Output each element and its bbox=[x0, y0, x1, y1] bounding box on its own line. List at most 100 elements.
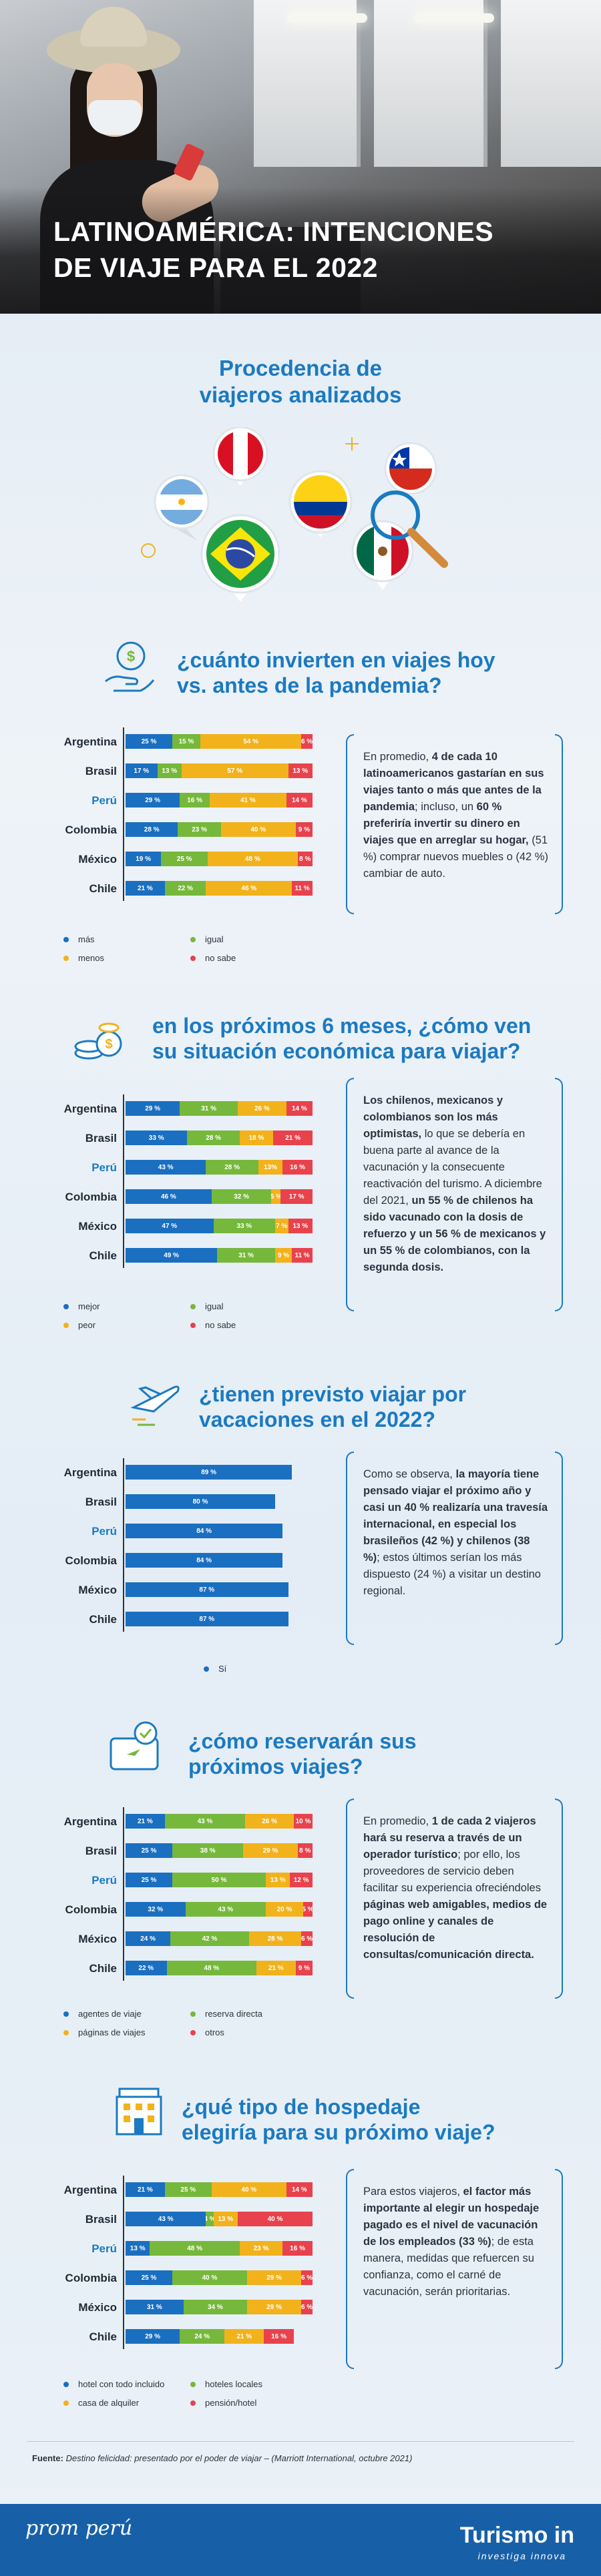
bar-segment: 8 % bbox=[297, 852, 313, 866]
category-label: México bbox=[78, 1933, 117, 1945]
bar-segment: 33 % bbox=[126, 1131, 188, 1145]
stacked-bar: 29 % 31 % 26 % 14 % bbox=[126, 1101, 313, 1116]
legend-dot bbox=[190, 1303, 196, 1309]
bar-segment: 47 % bbox=[126, 1219, 214, 1233]
bar-segment: 57 % bbox=[181, 763, 288, 778]
insight-note: Para estos viajeros, el factor más impor… bbox=[346, 2169, 563, 2369]
category-label: México bbox=[78, 1220, 117, 1233]
stacked-bar: 43 % 4 % 13 % 40 % bbox=[126, 2212, 313, 2226]
bar-segment: 28 % bbox=[248, 1931, 302, 1946]
booking-screen-icon bbox=[110, 1721, 159, 1770]
data-label: 13 % bbox=[270, 1876, 286, 1884]
bar-chart: Argentina 89 % Brasil 80 % Perú 84 % Colombia 8… bbox=[40, 1458, 321, 1641]
data-label: 16 % bbox=[290, 2244, 305, 2252]
bar-segment: 87 % bbox=[126, 1582, 288, 1597]
bar-segment: 46 % bbox=[206, 881, 292, 896]
section-title-line1: ¿cuánto invierten en viajes hoy bbox=[177, 648, 495, 672]
bar-segment: 16 % bbox=[264, 2329, 294, 2344]
data-label: 80 % bbox=[192, 1498, 208, 1506]
bar-segment: 25 % bbox=[126, 1873, 172, 1887]
category-label: Brasil bbox=[85, 1132, 117, 1145]
category-label: Perú bbox=[91, 1525, 117, 1538]
category-label: Argentina bbox=[63, 1815, 117, 1828]
data-label: 48 % bbox=[204, 1964, 220, 1972]
legend-label: igual bbox=[205, 1301, 224, 1311]
bar-segment: 48 % bbox=[150, 2241, 240, 2256]
category-label: Perú bbox=[91, 2242, 117, 2255]
data-label: 29 % bbox=[266, 2303, 282, 2311]
category-label: Colombia bbox=[65, 1191, 117, 1203]
bar-segment: 13 % bbox=[288, 1219, 313, 1233]
bar-row: Colombia 46 % 32 % 5 % 17 % bbox=[40, 1189, 321, 1204]
stacked-bar: 19 % 25 % 48 % 8 % bbox=[126, 852, 313, 866]
data-label: 40 % bbox=[267, 2215, 283, 2223]
data-label: 4 % bbox=[206, 2216, 213, 2223]
bar-row: Perú 43 % 28 % 13% 16 % bbox=[40, 1160, 321, 1175]
category-label: Chile bbox=[89, 2330, 117, 2343]
legend-label: hotel con todo incluido bbox=[78, 2379, 165, 2389]
chart-axis bbox=[123, 1458, 124, 1632]
promperu-logo: prom perú bbox=[25, 2517, 133, 2540]
data-label: 43 % bbox=[218, 1905, 234, 1913]
legend-dot bbox=[63, 2011, 69, 2017]
bar-segment: 12 % bbox=[290, 1873, 313, 1887]
stacked-bar: 21 % 43 % 26 % 10 % bbox=[126, 1814, 313, 1829]
insight-note: Como se observa, la mayoría tiene pensad… bbox=[346, 1452, 563, 1645]
stacked-bar: 84 % bbox=[126, 1553, 313, 1568]
bar-segment: 25 % bbox=[126, 1843, 172, 1858]
stacked-bar: 25 % 40 % 29 % 6 % bbox=[126, 2270, 313, 2285]
section-title-line2: su situación económica para viajar? bbox=[152, 1039, 521, 1063]
bar-row: México 24 % 42 % 28 % 6 % bbox=[40, 1931, 321, 1946]
insight-note: En promedio, 4 de cada 10 latinoamerican… bbox=[346, 734, 563, 914]
bar-row: Brasil 25 % 38 % 29 % 8 % bbox=[40, 1843, 321, 1858]
footer-bar: prom perú Turismo in investiga innova bbox=[0, 2504, 601, 2576]
traveler-hat-crown bbox=[80, 7, 147, 47]
bar-row: Colombia 28 % 23 % 40 % 9 % bbox=[40, 822, 321, 837]
legend-dot bbox=[190, 2400, 196, 2406]
data-label: 11 % bbox=[294, 1251, 310, 1259]
category-label: Brasil bbox=[85, 1496, 117, 1508]
data-label: 14 % bbox=[291, 1104, 307, 1112]
stacked-bar: 29 % 24 % 21 % 16 % bbox=[126, 2329, 313, 2344]
bar-chart: Argentina 21 % 43 % 26 % 10 % Brasil 25 % 38 % 2… bbox=[40, 1807, 321, 1990]
category-label: Brasil bbox=[85, 1845, 117, 1857]
stacked-bar: 25 % 50 % 13 % 12 % bbox=[126, 1873, 313, 1887]
bar-segment: 21 % bbox=[256, 1961, 296, 1975]
data-label: 42 % bbox=[202, 1935, 218, 1943]
bar-segment: 40 % bbox=[237, 2212, 313, 2226]
bar-segment: 28 % bbox=[187, 1131, 240, 1145]
legend-item: casa de alquiler bbox=[63, 2398, 139, 2408]
category-label: Chile bbox=[89, 1962, 117, 1975]
category-label: Colombia bbox=[65, 2272, 117, 2284]
data-label: 25 % bbox=[141, 737, 157, 745]
insight-text: Los chilenos, mexicanos y colombianos so… bbox=[363, 1094, 546, 1273]
legend-dot bbox=[63, 955, 69, 961]
data-label: 33 % bbox=[236, 1222, 252, 1230]
origin-title: Procedencia de viajeros analizados bbox=[194, 355, 407, 408]
data-label: 25 % bbox=[176, 855, 192, 863]
data-label: 21 % bbox=[138, 884, 153, 892]
data-label: 13 % bbox=[130, 2244, 146, 2252]
data-label: 25 % bbox=[141, 1847, 157, 1855]
data-label: 25 % bbox=[141, 1876, 157, 1884]
stacked-bar: 21 % 25 % 40 % 14 % bbox=[126, 2182, 313, 2197]
ring-decoration bbox=[141, 543, 156, 558]
data-label: 32 % bbox=[234, 1193, 249, 1201]
data-label: 16 % bbox=[271, 2332, 286, 2340]
data-label: 29 % bbox=[266, 2274, 282, 2282]
bar-row: México 87 % bbox=[40, 1582, 321, 1597]
legend-dot bbox=[190, 936, 196, 942]
category-label: Chile bbox=[89, 1249, 117, 1262]
data-label: 13 % bbox=[162, 767, 178, 775]
data-label: 28 % bbox=[206, 1134, 221, 1142]
stacked-bar: 87 % bbox=[126, 1612, 313, 1626]
category-label: Chile bbox=[89, 882, 117, 895]
section-title-line2: elegiría para su próximo viaje? bbox=[182, 2120, 495, 2144]
legend-item: otros bbox=[190, 2027, 224, 2037]
bar-segment: 46 % bbox=[126, 1189, 212, 1204]
data-label: 46 % bbox=[161, 1193, 176, 1201]
data-label: 12 % bbox=[293, 1876, 309, 1884]
bracket-right bbox=[555, 1799, 563, 1999]
bar-segment: 40 % bbox=[220, 822, 296, 837]
legend-item: Sí bbox=[204, 1664, 226, 1674]
